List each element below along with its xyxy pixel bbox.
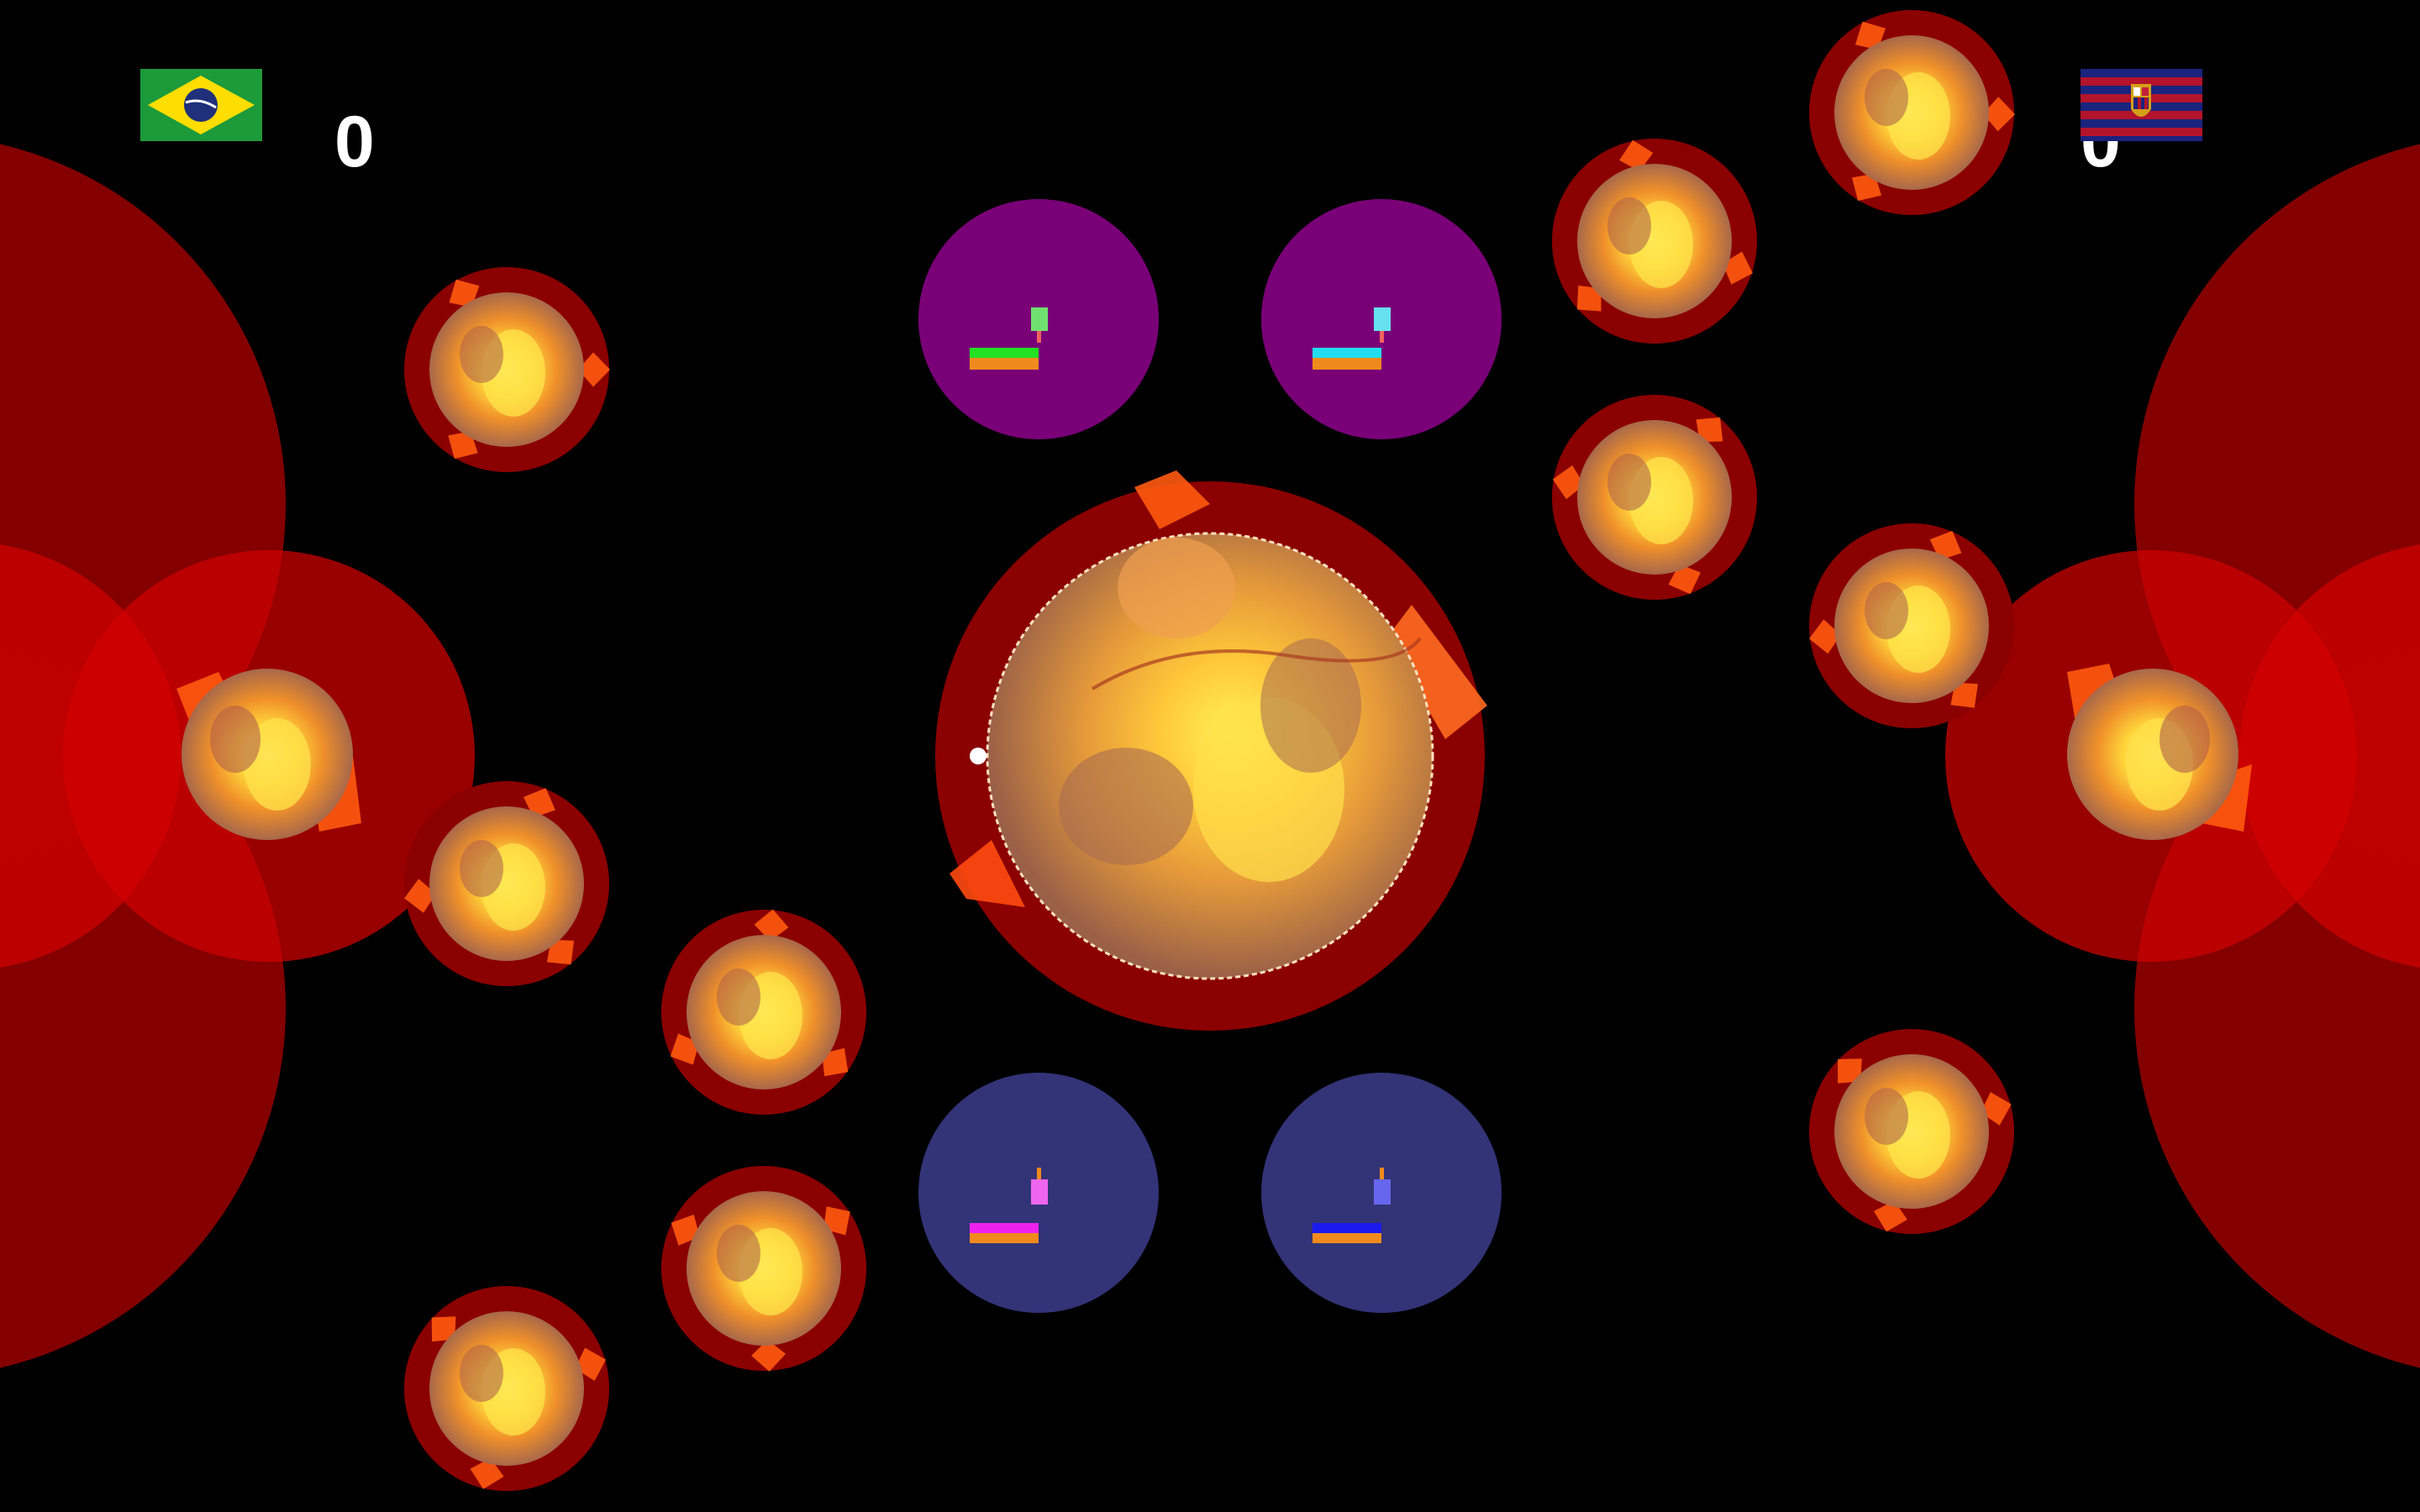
right-goal-fireball[interactable]	[2067, 664, 2252, 840]
left-goal-fireball[interactable]	[176, 669, 361, 840]
player-purple-green[interactable]	[918, 199, 1159, 439]
fc-barcelona-flag-icon	[2081, 69, 2202, 141]
left-team-score: 0	[334, 102, 375, 182]
small-fireball[interactable]	[661, 909, 866, 1116]
small-fireball[interactable]	[404, 781, 609, 986]
small-fireball[interactable]	[1809, 1029, 2014, 1234]
large-fireball[interactable]	[935, 470, 1487, 1031]
left-goal-zone	[0, 144, 475, 1368]
small-fireball[interactable]	[1552, 139, 1757, 344]
player-blue-magenta[interactable]	[918, 1073, 1159, 1313]
small-fireball[interactable]	[661, 1166, 866, 1372]
player-blue-navy[interactable]	[1261, 1073, 1502, 1313]
small-fireball[interactable]	[1552, 395, 1757, 600]
small-fireball[interactable]	[1809, 10, 2015, 215]
small-fireball[interactable]	[1809, 523, 2014, 728]
small-fireball[interactable]	[404, 267, 610, 472]
small-fireball[interactable]	[404, 1286, 609, 1491]
brazil-flag-icon	[140, 69, 262, 141]
player-purple-cyan[interactable]	[1261, 199, 1502, 439]
